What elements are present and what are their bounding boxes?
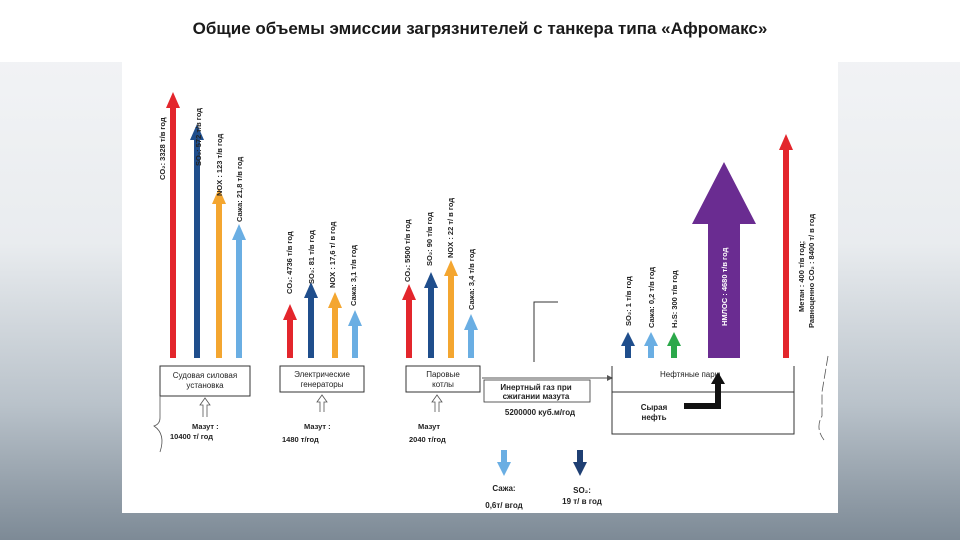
label-nox-main: NOX : 123 т/в год bbox=[215, 134, 224, 196]
box-boilers bbox=[405, 365, 481, 393]
label-methane-tank: Метан : 400 т/в год; bbox=[797, 241, 806, 312]
label-main-engine-1: Судовая силовая bbox=[173, 371, 237, 380]
label-soot-boil: Сажа: 3,4 т/в год bbox=[467, 249, 476, 310]
label-so2-boil: SO₂: 90 т/в год bbox=[425, 212, 434, 266]
label-co2-equivalent: Равноценно CO₂ : 8400 т/ в год bbox=[807, 214, 816, 328]
label-main-engine-2: установка bbox=[186, 381, 224, 390]
box-inert-gas bbox=[483, 379, 591, 403]
fuel-arrow-boil bbox=[431, 394, 443, 412]
label-boilers-2: котлы bbox=[432, 380, 454, 389]
arrow-so2-generators bbox=[304, 282, 318, 358]
fuel-arrow-gen bbox=[316, 394, 328, 412]
fuel-value-boil: 2040 т/год bbox=[409, 435, 446, 444]
soot-bottom-label: Сажа: bbox=[492, 484, 515, 493]
fuel-label-main: Мазут : bbox=[192, 422, 219, 431]
label-nox-gen: NOX : 17,6 т/ в год bbox=[328, 221, 337, 288]
arrow-soot-tank bbox=[644, 332, 658, 358]
pipe-arrowhead bbox=[711, 372, 725, 384]
hull-line-right bbox=[818, 355, 829, 441]
fuel-label-boil: Мазут bbox=[418, 422, 440, 431]
label-soot-gen: Сажа: 3,1 т/в год bbox=[349, 245, 358, 306]
arrow-so2-tank bbox=[621, 332, 635, 358]
arrow-h2s-tank bbox=[667, 332, 681, 358]
box-main-engine bbox=[159, 365, 251, 397]
label-so2-tank: SO₂: 1 т/в год bbox=[624, 276, 633, 326]
label-nmvoc-tank: НМЛОС : 4680 т/в год bbox=[720, 247, 729, 326]
so2-bottom-value: 19 т/ в год bbox=[562, 497, 602, 506]
label-soot-main: Сажа: 21,8 т/в год bbox=[235, 157, 244, 222]
fuel-value-main: 10400 т/ год bbox=[170, 432, 213, 441]
arrow-nox-generators bbox=[328, 292, 342, 358]
label-co2-main: CO₂: 3328 т/в год bbox=[158, 117, 167, 180]
label-co2-gen: CO₂: 4736 т/в год bbox=[285, 231, 294, 294]
inert-gas-line2: сжигании мазута bbox=[503, 392, 570, 401]
arrow-so2-main-engine bbox=[190, 124, 204, 358]
label-so2-main: SO₂: 572 т/в год bbox=[194, 108, 203, 166]
emissions-diagram: CO₂: 3328 т/в год SO₂: 572 т/в год NOX :… bbox=[153, 92, 829, 510]
label-boilers-1: Паровые bbox=[426, 370, 460, 379]
tank-crude-1: Сырая bbox=[641, 403, 668, 412]
pipe-vapor bbox=[684, 382, 721, 409]
arrow-soot-bottom bbox=[497, 450, 511, 476]
inert-gas-value: 5200000 куб.м/год bbox=[505, 408, 575, 417]
label-nox-boil: NOX : 22 т/ в год bbox=[446, 198, 455, 258]
soot-bottom-value: 0,6т/ вгод bbox=[485, 501, 523, 510]
label-soot-tank: Сажа: 0,2 т/в год bbox=[647, 267, 656, 328]
so2-bottom-label: SO₂: bbox=[573, 486, 591, 495]
arrow-nox-boilers bbox=[444, 260, 458, 358]
cargo-tank bbox=[611, 366, 795, 435]
fuel-label-gen: Мазут : bbox=[304, 422, 331, 431]
tank-vapor-label: Нефтяные пары bbox=[660, 370, 721, 379]
arrow-co2-boilers bbox=[402, 284, 416, 358]
arrow-co2-generators bbox=[283, 304, 297, 358]
arrow-nmvoc-tank bbox=[692, 162, 756, 358]
label-generators-2: генераторы bbox=[300, 380, 343, 389]
box-generators bbox=[279, 365, 365, 393]
label-h2s-tank: H₂S: 300 т/в год bbox=[670, 270, 679, 328]
diagram-panel: CO₂: 3328 т/в год SO₂: 572 т/в год NOX :… bbox=[122, 62, 838, 513]
arrow-so2-bottom bbox=[573, 450, 587, 476]
arrow-soot-boilers bbox=[464, 314, 478, 358]
bracket-line bbox=[533, 301, 558, 362]
slide-title: Общие объемы эмиссии загрязнителей с тан… bbox=[192, 19, 768, 38]
arrow-soot-generators bbox=[348, 310, 362, 358]
arrow-so2-boilers bbox=[424, 272, 438, 358]
arrow-methane-tank bbox=[779, 134, 793, 358]
fuel-value-gen: 1480 т/год bbox=[282, 435, 319, 444]
inert-gas-line1: Инертный газ при bbox=[500, 383, 571, 392]
label-co2-boil: CO₂: 5500 т/в год bbox=[403, 219, 412, 282]
tank-crude-2: нефть bbox=[641, 413, 666, 422]
arrow-co2-main-engine bbox=[166, 92, 180, 358]
label-generators-1: Электрические bbox=[294, 370, 350, 379]
slide-header bbox=[0, 0, 960, 62]
hull-line-left bbox=[153, 396, 163, 453]
fuel-arrow-main bbox=[199, 397, 211, 417]
arrow-nox-main-engine bbox=[212, 188, 226, 358]
label-so2-gen: SO₂: 81 т/в год bbox=[307, 230, 316, 284]
arrow-soot-main-engine bbox=[232, 224, 246, 358]
